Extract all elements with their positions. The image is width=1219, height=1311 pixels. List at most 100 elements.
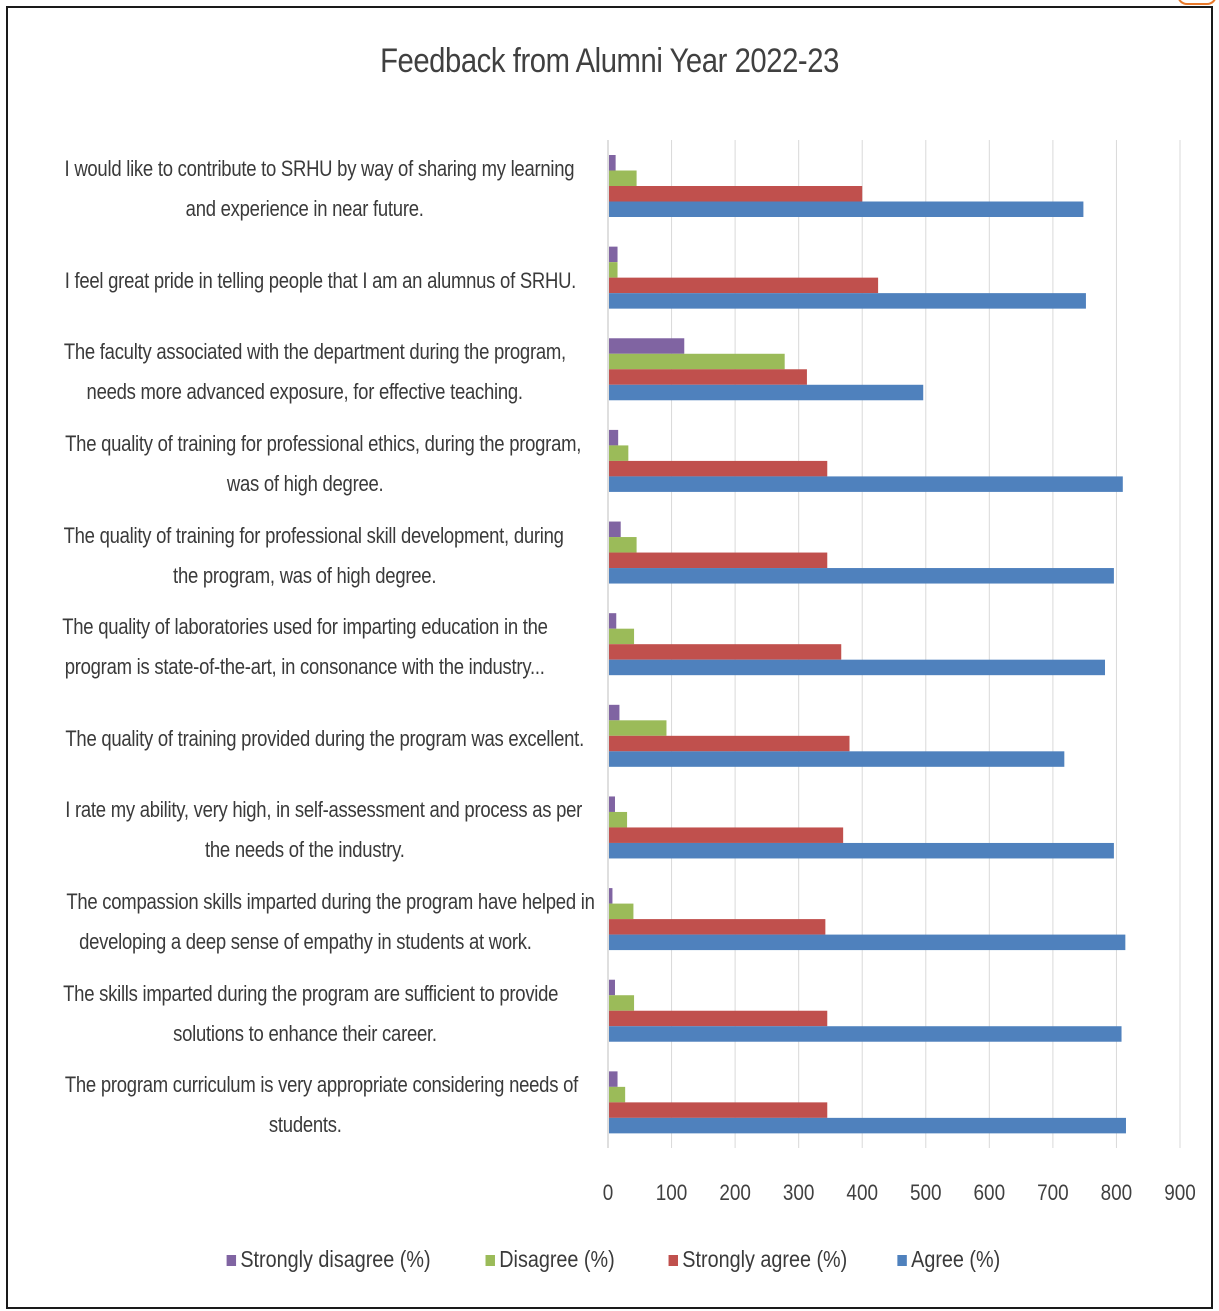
bar-agree	[609, 384, 924, 401]
category-label-line: I would like to contribute to SRHU by wa…	[64, 156, 575, 181]
category-label: The compassion skills imparted during th…	[16, 882, 595, 962]
bar-strongly-agree	[609, 277, 879, 294]
category-label-line: The faculty associated with the departme…	[63, 339, 566, 365]
bar-strongly-agree	[609, 735, 850, 752]
bar-agree	[609, 568, 1114, 584]
legend-item: Agree (%)	[897, 1246, 1001, 1273]
bar-strongly-disagree	[609, 429, 619, 446]
bar-strongly-agree	[609, 1010, 828, 1027]
category-label-line: I rate my ability, very high, in self-as…	[65, 797, 583, 823]
x-tick-label: 500	[910, 1181, 942, 1206]
category-label-line: The skills imparted during the program a…	[63, 980, 559, 1006]
bar-strongly-agree	[609, 552, 828, 569]
category-label-line: and experience in near future.	[186, 196, 424, 221]
category-label: The faculty associated with the departme…	[16, 332, 594, 412]
category-label: The quality of training for professional…	[16, 516, 594, 596]
legend-swatch	[668, 1255, 678, 1267]
bar-strongly-disagree	[609, 246, 618, 263]
category-label-line: developing a deep sense of empathy in st…	[78, 929, 532, 955]
category-label-line: the program, was of high degree.	[173, 562, 437, 588]
bar-agree	[609, 1026, 1122, 1042]
category-label-line: the needs of the industry.	[205, 837, 405, 863]
bar-strongly-disagree	[609, 613, 617, 629]
bar-strongly-agree	[609, 827, 844, 843]
bar-agree	[609, 934, 1126, 951]
category-label: The program curriculum is very appropria…	[16, 1065, 594, 1145]
category-label: I feel great pride in telling people tha…	[16, 261, 594, 301]
legend-label: Disagree (%)	[499, 1246, 616, 1272]
chart-title: Feedback from Alumni Year 2022-23	[380, 42, 839, 80]
x-tick-label: 900	[1164, 1181, 1196, 1206]
legend-swatch	[897, 1255, 908, 1267]
legend-label: Strongly disagree (%)	[240, 1246, 431, 1272]
bar-agree	[609, 201, 1084, 217]
bar-disagree	[609, 537, 637, 553]
bar-disagree	[609, 353, 785, 370]
x-tick-label: 300	[783, 1181, 815, 1206]
category-label: The quality of laboratories used for imp…	[16, 607, 594, 687]
x-tick-label: 600	[974, 1181, 1006, 1206]
category-label-line: I feel great pride in telling people tha…	[64, 267, 577, 293]
bar-disagree	[609, 262, 618, 278]
x-tick-label: 700	[1037, 1181, 1069, 1206]
bar-disagree	[609, 445, 629, 461]
bar-strongly-disagree	[609, 888, 613, 904]
category-label-line: The quality of training provided during …	[65, 725, 584, 751]
bar-strongly-agree	[609, 919, 826, 935]
category-label-line: The program curriculum is very appropria…	[64, 1072, 578, 1098]
bar-strongly-disagree	[609, 521, 621, 538]
bar-disagree	[609, 903, 634, 920]
x-tick-label: 400	[846, 1181, 878, 1206]
corner-logo-fragment	[1177, 0, 1217, 5]
bar-agree	[609, 842, 1114, 859]
bar-strongly-agree	[609, 1102, 828, 1118]
category-label: The quality of training for professional…	[16, 424, 594, 504]
legend-label: Strongly agree (%)	[681, 1246, 847, 1272]
category-label-line: The quality of training for professional…	[65, 430, 582, 456]
bar-strongly-agree	[609, 369, 807, 385]
bar-strongly-agree	[609, 644, 842, 660]
bar-disagree	[609, 720, 667, 736]
category-label: The skills imparted during the program a…	[16, 974, 594, 1054]
bar-agree	[609, 293, 1086, 309]
x-tick-label: 0	[603, 1181, 614, 1206]
category-label-line: The compassion skills imparted during th…	[66, 889, 595, 915]
category-label-line: needs more advanced exposure, for effect…	[86, 379, 524, 405]
category-label: I would like to contribute to SRHU by wa…	[16, 149, 594, 229]
category-label: I rate my ability, very high, in self-as…	[16, 790, 594, 870]
x-tick-label: 800	[1101, 1181, 1133, 1206]
legend-item: Strongly disagree (%)	[226, 1246, 431, 1273]
category-label-line: The quality of training for professional…	[63, 522, 564, 548]
legend-label: Agree (%)	[911, 1246, 1001, 1272]
bar-disagree	[609, 995, 635, 1011]
bar-strongly-disagree	[609, 796, 615, 812]
category-label-line: The quality of laboratories used for imp…	[62, 614, 548, 640]
legend-swatch	[485, 1255, 496, 1267]
bar-disagree	[609, 170, 637, 186]
bar-strongly-agree	[609, 460, 828, 477]
bar-disagree	[609, 628, 635, 645]
bar-strongly-disagree	[609, 979, 615, 996]
category-label-line: students.	[268, 1112, 342, 1138]
legend-item: Strongly agree (%)	[668, 1246, 847, 1273]
category-label-line: program is state-of-the-art, in consonan…	[65, 654, 545, 680]
bar-strongly-disagree	[609, 338, 685, 354]
category-label: The quality of training provided during …	[16, 719, 594, 759]
category-label-line: solutions to enhance their career.	[173, 1020, 437, 1046]
chart-legend: Strongly disagree (%) Disagree (%) Strongl…	[0, 1246, 1219, 1273]
bar-agree	[609, 1117, 1126, 1134]
x-tick-label: 200	[719, 1181, 751, 1206]
legend-item: Disagree (%)	[485, 1246, 616, 1273]
bar-agree	[609, 476, 1123, 492]
legend-swatch	[226, 1255, 237, 1267]
category-label-line: was of high degree.	[226, 470, 384, 496]
bar-strongly-disagree	[609, 1071, 618, 1087]
bar-agree	[609, 659, 1106, 676]
bar-strongly-agree	[609, 186, 863, 202]
bar-strongly-disagree	[609, 704, 620, 721]
bar-strongly-disagree	[609, 155, 616, 171]
bar-disagree	[609, 811, 628, 828]
bar-agree	[609, 751, 1065, 767]
bar-disagree	[609, 1086, 626, 1103]
